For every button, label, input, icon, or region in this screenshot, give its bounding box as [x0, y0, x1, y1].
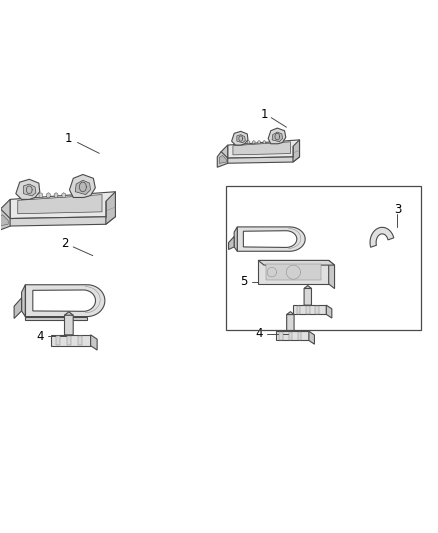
Polygon shape	[51, 335, 91, 346]
Polygon shape	[279, 333, 283, 340]
Polygon shape	[46, 193, 50, 197]
Polygon shape	[25, 317, 87, 320]
Polygon shape	[24, 184, 36, 196]
Polygon shape	[0, 199, 10, 226]
Polygon shape	[287, 312, 294, 314]
Polygon shape	[16, 179, 40, 199]
Text: 3: 3	[394, 204, 401, 216]
Polygon shape	[64, 312, 73, 315]
Polygon shape	[56, 336, 60, 345]
Polygon shape	[14, 298, 21, 318]
Polygon shape	[289, 333, 292, 340]
Polygon shape	[78, 336, 82, 345]
Polygon shape	[297, 306, 300, 313]
Polygon shape	[328, 261, 335, 288]
Polygon shape	[237, 135, 245, 143]
Polygon shape	[304, 287, 311, 305]
Polygon shape	[233, 142, 290, 155]
Polygon shape	[64, 313, 73, 335]
Polygon shape	[0, 209, 10, 232]
Polygon shape	[70, 174, 95, 197]
Polygon shape	[276, 331, 309, 341]
Text: 2: 2	[61, 237, 68, 251]
Text: 1: 1	[65, 133, 73, 146]
Polygon shape	[263, 141, 265, 144]
Polygon shape	[91, 335, 97, 350]
Polygon shape	[221, 145, 228, 163]
Polygon shape	[10, 192, 116, 219]
Polygon shape	[221, 157, 300, 163]
Polygon shape	[268, 128, 286, 144]
Polygon shape	[39, 193, 42, 197]
Polygon shape	[228, 140, 300, 158]
Polygon shape	[253, 141, 255, 144]
Polygon shape	[54, 193, 58, 197]
Polygon shape	[229, 237, 234, 249]
Polygon shape	[287, 313, 294, 331]
Polygon shape	[266, 264, 321, 280]
Polygon shape	[21, 285, 25, 317]
Polygon shape	[25, 285, 105, 317]
Polygon shape	[326, 305, 332, 318]
Polygon shape	[293, 140, 300, 162]
Text: 4: 4	[256, 327, 263, 341]
Polygon shape	[18, 195, 102, 214]
Polygon shape	[217, 151, 228, 167]
Polygon shape	[298, 333, 301, 340]
Polygon shape	[293, 305, 326, 314]
Text: 5: 5	[240, 275, 247, 288]
Text: 1: 1	[261, 108, 268, 121]
Polygon shape	[75, 180, 91, 195]
Polygon shape	[244, 231, 297, 247]
Polygon shape	[370, 228, 394, 247]
Polygon shape	[33, 290, 95, 311]
Bar	[226, 186, 421, 329]
Polygon shape	[237, 227, 305, 251]
Polygon shape	[0, 215, 8, 226]
Text: 4: 4	[37, 329, 44, 343]
Polygon shape	[258, 141, 260, 144]
Polygon shape	[232, 131, 248, 145]
Polygon shape	[247, 141, 250, 144]
Polygon shape	[315, 306, 319, 313]
Polygon shape	[0, 216, 116, 226]
Polygon shape	[106, 192, 116, 224]
Polygon shape	[219, 156, 226, 163]
Polygon shape	[304, 286, 311, 288]
Polygon shape	[258, 261, 335, 265]
Polygon shape	[258, 261, 328, 284]
Polygon shape	[272, 132, 283, 142]
Polygon shape	[306, 306, 310, 313]
Polygon shape	[67, 336, 71, 345]
Polygon shape	[309, 331, 314, 344]
Polygon shape	[234, 227, 237, 251]
Polygon shape	[62, 193, 66, 197]
